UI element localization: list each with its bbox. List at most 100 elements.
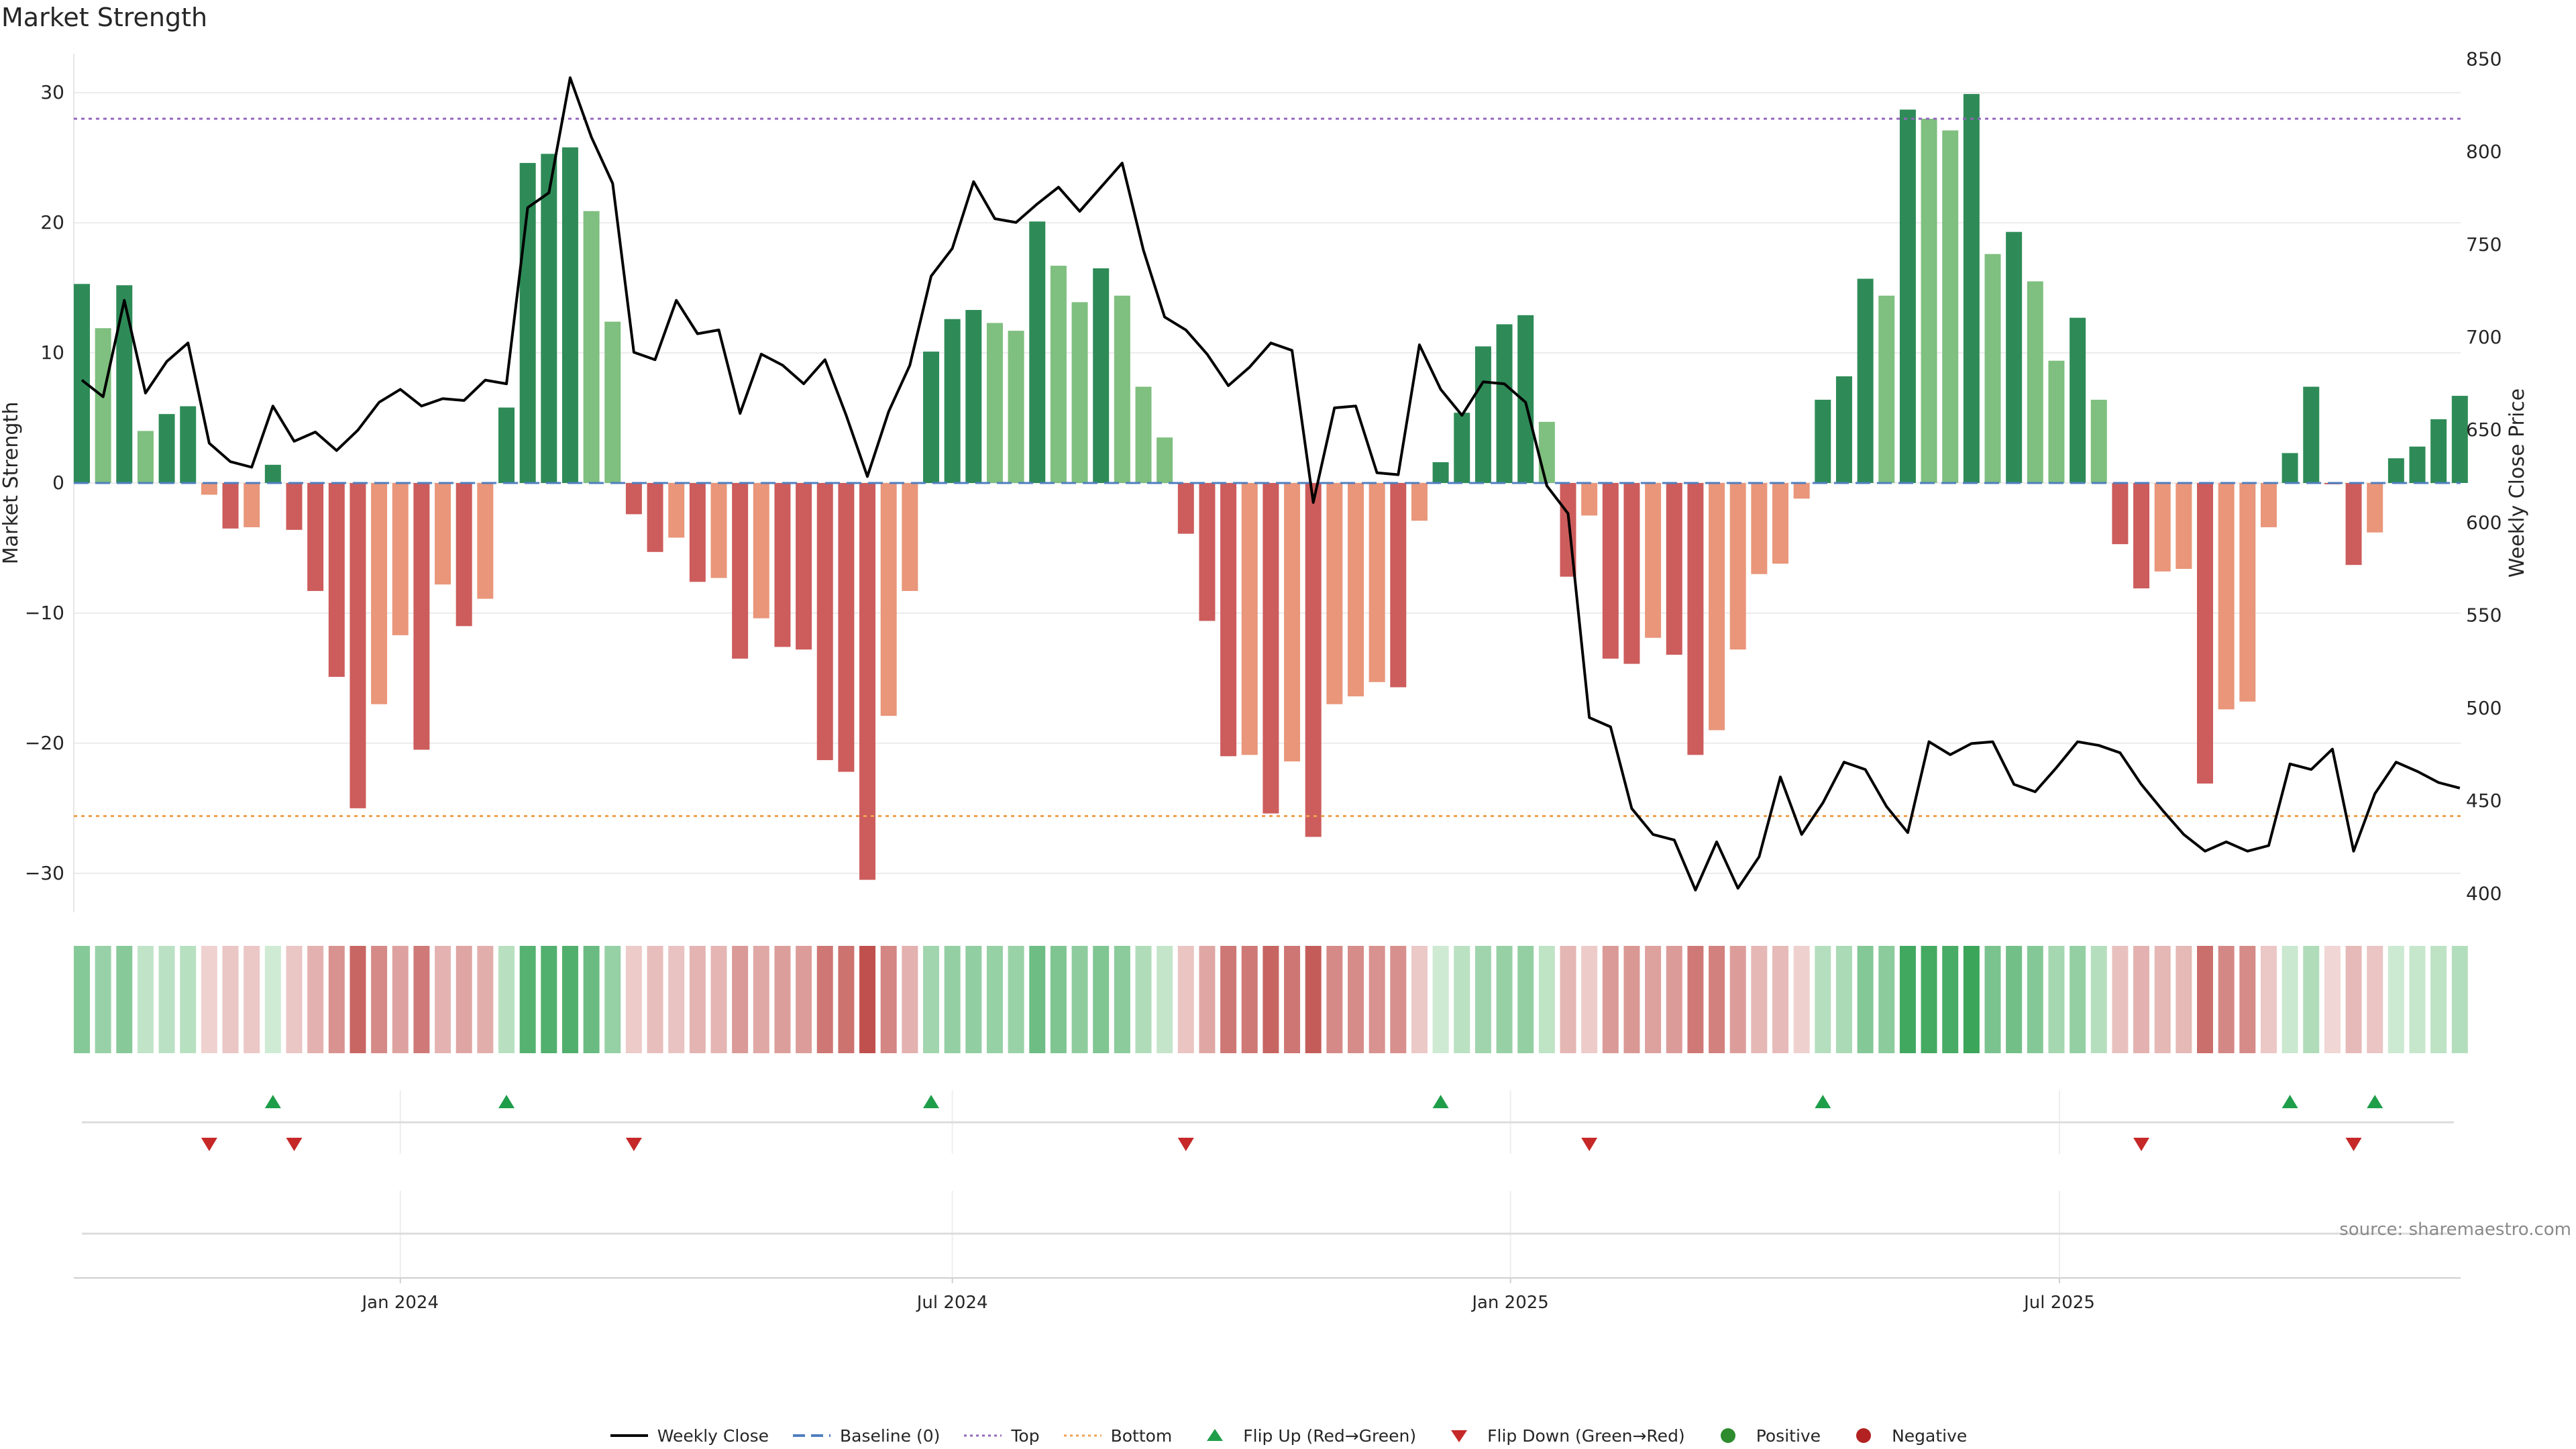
strength-bar xyxy=(1008,331,1024,483)
strength-bar xyxy=(2409,446,2426,483)
y2-tick-label: 700 xyxy=(2466,326,2502,348)
heat-cell xyxy=(732,946,749,1053)
strength-bar xyxy=(264,464,281,483)
strength-bar xyxy=(1220,483,1237,757)
heat-cell xyxy=(1050,946,1067,1053)
strength-bar xyxy=(2176,483,2192,569)
y2-tick-label: 600 xyxy=(2466,511,2502,533)
strength-bar xyxy=(1093,268,1110,483)
strength-bar xyxy=(1071,302,1088,483)
strength-bar xyxy=(1751,483,1768,574)
strength-bar xyxy=(1793,483,1810,499)
heat-cell xyxy=(2154,946,2171,1053)
legend-label: Baseline (0) xyxy=(840,1426,941,1446)
y-tick-label: 20 xyxy=(40,211,64,233)
heat-cell xyxy=(2239,946,2256,1053)
legend-swatch xyxy=(1063,1434,1102,1437)
strength-bar xyxy=(2154,483,2171,572)
heat-cell xyxy=(1538,946,1555,1053)
heat-cell xyxy=(2260,946,2277,1053)
strength-bar xyxy=(859,483,876,880)
strength-bar xyxy=(2345,483,2362,566)
heat-cell xyxy=(2070,946,2086,1053)
x-tick-label: Jan 2024 xyxy=(360,1293,439,1313)
heat-cell xyxy=(1602,946,1619,1053)
heat-cell xyxy=(816,946,833,1053)
legend-item: Baseline (0) xyxy=(792,1426,940,1446)
strength-bar xyxy=(625,483,642,515)
strength-bar xyxy=(350,483,366,808)
strength-bar xyxy=(1921,118,1937,483)
legend-swatch xyxy=(1451,1430,1468,1442)
heat-cell xyxy=(1348,946,1364,1053)
chart-title: Market Strength xyxy=(1,3,208,32)
flip-up-marker xyxy=(2367,1095,2383,1108)
strength-bar xyxy=(1114,295,1130,483)
strength-bar xyxy=(222,483,239,529)
legend-item: Negative xyxy=(1843,1426,1967,1446)
strength-bar xyxy=(201,483,217,495)
heat-cell xyxy=(1815,946,1831,1053)
heat-cell xyxy=(1666,946,1682,1053)
strength-bar xyxy=(1263,483,1279,814)
legend-down-swatch xyxy=(1451,1430,1468,1442)
legend-swatch xyxy=(1720,1428,1735,1443)
strength-bar xyxy=(986,323,1003,483)
heat-strip xyxy=(74,946,2468,1053)
heat-cell xyxy=(201,946,217,1053)
strength-bar xyxy=(923,352,939,483)
strength-bar xyxy=(158,414,175,483)
strength-bar xyxy=(816,483,833,761)
strength-bar xyxy=(604,321,621,483)
heat-cell xyxy=(286,946,303,1053)
y2-tick-label: 550 xyxy=(2466,604,2502,627)
strength-bar xyxy=(1984,254,2001,483)
heat-cell xyxy=(1390,946,1407,1053)
flip-down-marker xyxy=(1177,1138,1194,1151)
flip-down-marker xyxy=(625,1138,642,1151)
y2-tick-label: 400 xyxy=(2466,882,2502,904)
strength-bar xyxy=(753,483,769,619)
heat-cell xyxy=(1517,946,1534,1053)
heat-cell xyxy=(392,946,409,1053)
y2-tick-label: 450 xyxy=(2466,790,2502,812)
heat-cell xyxy=(2197,946,2213,1053)
heat-cell xyxy=(1857,946,1874,1053)
heat-cell xyxy=(604,946,621,1053)
heat-cell xyxy=(838,946,855,1053)
strength-bar xyxy=(902,483,918,591)
heat-cell xyxy=(1878,946,1895,1053)
legend-item: Top xyxy=(963,1426,1040,1446)
strength-bar xyxy=(1538,421,1555,483)
heat-cell xyxy=(1411,946,1428,1053)
heat-cell xyxy=(2006,946,2023,1053)
y-tick-label: −30 xyxy=(25,862,64,884)
strength-bar xyxy=(1305,483,1322,837)
strength-bar xyxy=(1135,386,1152,483)
strength-bar xyxy=(307,483,324,591)
strength-bar xyxy=(1878,295,1895,483)
legend-swatch xyxy=(1856,1428,1872,1443)
heat-cell xyxy=(1474,946,1491,1053)
legend-item: Bottom xyxy=(1063,1426,1173,1446)
strength-bar xyxy=(1050,266,1067,483)
legend-circle-swatch xyxy=(1720,1428,1735,1443)
heat-cell xyxy=(2451,946,2468,1053)
strength-bar xyxy=(1029,221,1046,483)
heat-cell xyxy=(519,946,536,1053)
heat-cell xyxy=(1241,946,1258,1053)
strength-bar xyxy=(1157,437,1173,483)
source-note: source: sharemaestro.com xyxy=(2339,1220,2571,1240)
strength-bar xyxy=(796,483,812,650)
strength-bar xyxy=(2218,483,2235,710)
x-tick-label: Jan 2025 xyxy=(1470,1293,1549,1313)
legend-label: Bottom xyxy=(1110,1426,1173,1446)
legend-label: Flip Down (Green→Red) xyxy=(1487,1426,1685,1446)
strength-bar xyxy=(1623,483,1640,664)
heat-cell xyxy=(74,946,90,1053)
heat-cell xyxy=(1368,946,1385,1053)
strength-bar xyxy=(774,483,791,647)
heat-cell xyxy=(561,946,578,1053)
heat-cell xyxy=(2133,946,2150,1053)
